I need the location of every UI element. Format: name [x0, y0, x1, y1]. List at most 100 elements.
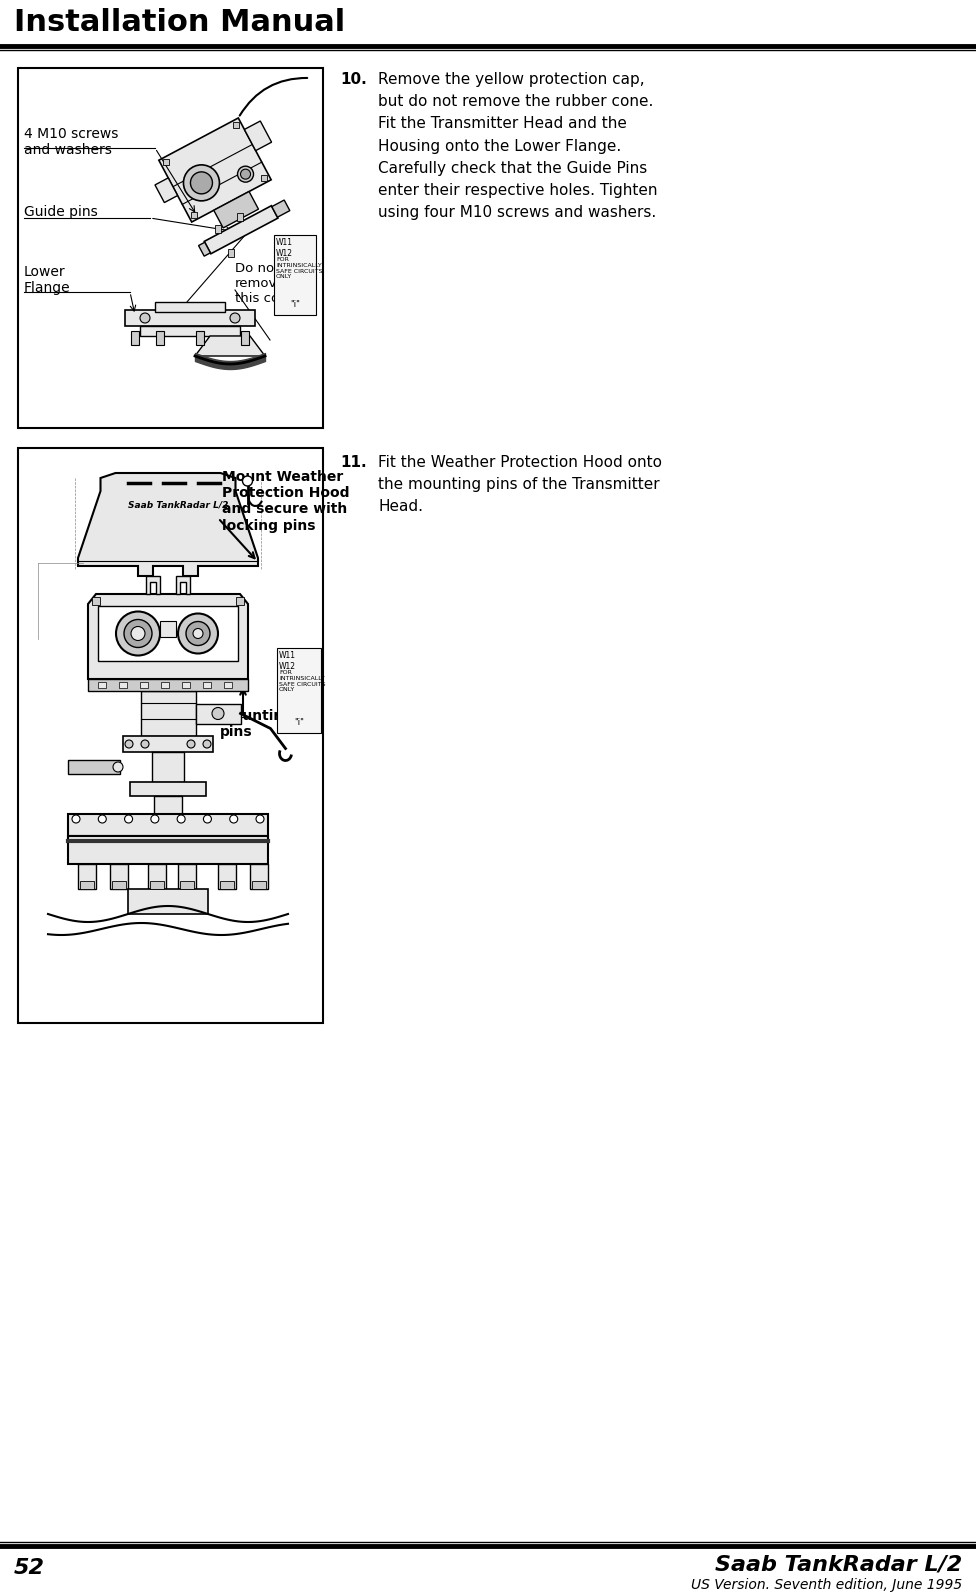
Text: Lower
Flange: Lower Flange [24, 264, 70, 295]
Circle shape [256, 815, 264, 823]
Bar [262, 175, 267, 181]
Text: Saab TankRadar L/2: Saab TankRadar L/2 [128, 501, 228, 509]
Circle shape [140, 314, 150, 323]
Circle shape [190, 172, 213, 194]
Bar [156, 331, 164, 345]
Text: 52: 52 [14, 1559, 45, 1578]
Bar [228, 250, 234, 258]
Bar [112, 880, 126, 888]
Bar [110, 864, 128, 888]
Bar [182, 681, 190, 688]
Text: Mount Weather
Protection Hood
and secure with
locking pins: Mount Weather Protection Hood and secure… [222, 470, 349, 533]
Text: W11
W12: W11 W12 [279, 651, 296, 672]
Polygon shape [78, 473, 258, 576]
Text: Saab TankRadar L/2: Saab TankRadar L/2 [714, 1555, 962, 1574]
Bar [131, 331, 139, 345]
Bar [233, 121, 239, 127]
Circle shape [230, 314, 240, 323]
Text: US Version. Seventh edition, June 1995: US Version. Seventh edition, June 1995 [691, 1578, 962, 1592]
Text: 11.: 11. [340, 455, 367, 470]
Bar [195, 704, 240, 723]
Circle shape [125, 740, 133, 748]
Circle shape [237, 166, 254, 181]
Bar [236, 597, 244, 605]
Circle shape [99, 815, 106, 823]
Polygon shape [204, 205, 278, 253]
Bar [18, 68, 323, 428]
Circle shape [116, 611, 160, 656]
Bar [160, 621, 176, 637]
Bar [68, 836, 268, 864]
Circle shape [141, 740, 149, 748]
Bar [98, 607, 238, 661]
Bar [163, 159, 169, 166]
Bar [277, 648, 321, 732]
Text: Guide pins: Guide pins [24, 205, 98, 220]
Circle shape [124, 619, 152, 648]
Bar [140, 326, 240, 336]
Bar [130, 782, 206, 796]
Circle shape [212, 707, 224, 720]
Bar [224, 681, 232, 688]
Bar [152, 751, 184, 782]
Text: 10.: 10. [340, 72, 367, 88]
Bar [141, 691, 195, 736]
Bar [128, 888, 208, 914]
Bar [252, 880, 266, 888]
Bar [155, 302, 225, 312]
Polygon shape [195, 336, 265, 357]
Bar [178, 864, 196, 888]
Bar [80, 880, 94, 888]
Bar [78, 864, 96, 888]
Circle shape [177, 815, 185, 823]
Text: FOR
INTRINSICALLY
SAFE CIRCUITS
ONLY: FOR INTRINSICALLY SAFE CIRCUITS ONLY [279, 670, 326, 693]
Bar [140, 681, 148, 688]
Polygon shape [159, 118, 271, 221]
Bar [203, 681, 211, 688]
Polygon shape [272, 201, 290, 217]
Bar [68, 814, 268, 836]
Polygon shape [155, 178, 178, 202]
Text: Installation Manual: Installation Manual [14, 8, 346, 37]
Text: Fit the Weather Protection Hood onto
the mounting pins of the Transmitter
Head.: Fit the Weather Protection Hood onto the… [378, 455, 662, 514]
Bar [92, 597, 100, 605]
Circle shape [131, 627, 145, 640]
Circle shape [242, 476, 253, 486]
Text: W11
W12: W11 W12 [276, 237, 293, 258]
Bar [241, 331, 249, 345]
Circle shape [240, 169, 251, 180]
Text: Mounting
pins: Mounting pins [220, 708, 294, 739]
Bar [220, 880, 234, 888]
Polygon shape [146, 576, 160, 594]
Circle shape [186, 621, 210, 645]
Bar [274, 236, 316, 315]
Bar [68, 759, 120, 774]
Circle shape [125, 815, 133, 823]
Polygon shape [88, 594, 248, 680]
Text: 4 M10 screws
and washers: 4 M10 screws and washers [24, 127, 118, 158]
Bar [215, 224, 221, 232]
Text: Do not
remove
this cone!: Do not remove this cone! [235, 263, 302, 306]
Polygon shape [176, 576, 190, 594]
Polygon shape [198, 242, 211, 256]
Bar [250, 864, 268, 888]
Circle shape [151, 815, 159, 823]
Circle shape [72, 815, 80, 823]
Circle shape [183, 166, 220, 201]
Bar [196, 331, 204, 345]
Bar [150, 880, 164, 888]
Bar [119, 681, 127, 688]
Bar [218, 864, 236, 888]
Bar [98, 681, 106, 688]
Bar [180, 880, 194, 888]
Polygon shape [244, 121, 271, 151]
Bar [154, 796, 182, 814]
Bar [190, 212, 197, 218]
Bar [237, 213, 243, 221]
Polygon shape [214, 191, 259, 228]
Text: "i": "i" [294, 718, 304, 728]
Circle shape [203, 740, 211, 748]
Bar [18, 447, 323, 1024]
Text: FOR
INTRINSICALLY
SAFE CIRCUITS
ONLY: FOR INTRINSICALLY SAFE CIRCUITS ONLY [276, 256, 322, 280]
Bar [123, 736, 213, 751]
